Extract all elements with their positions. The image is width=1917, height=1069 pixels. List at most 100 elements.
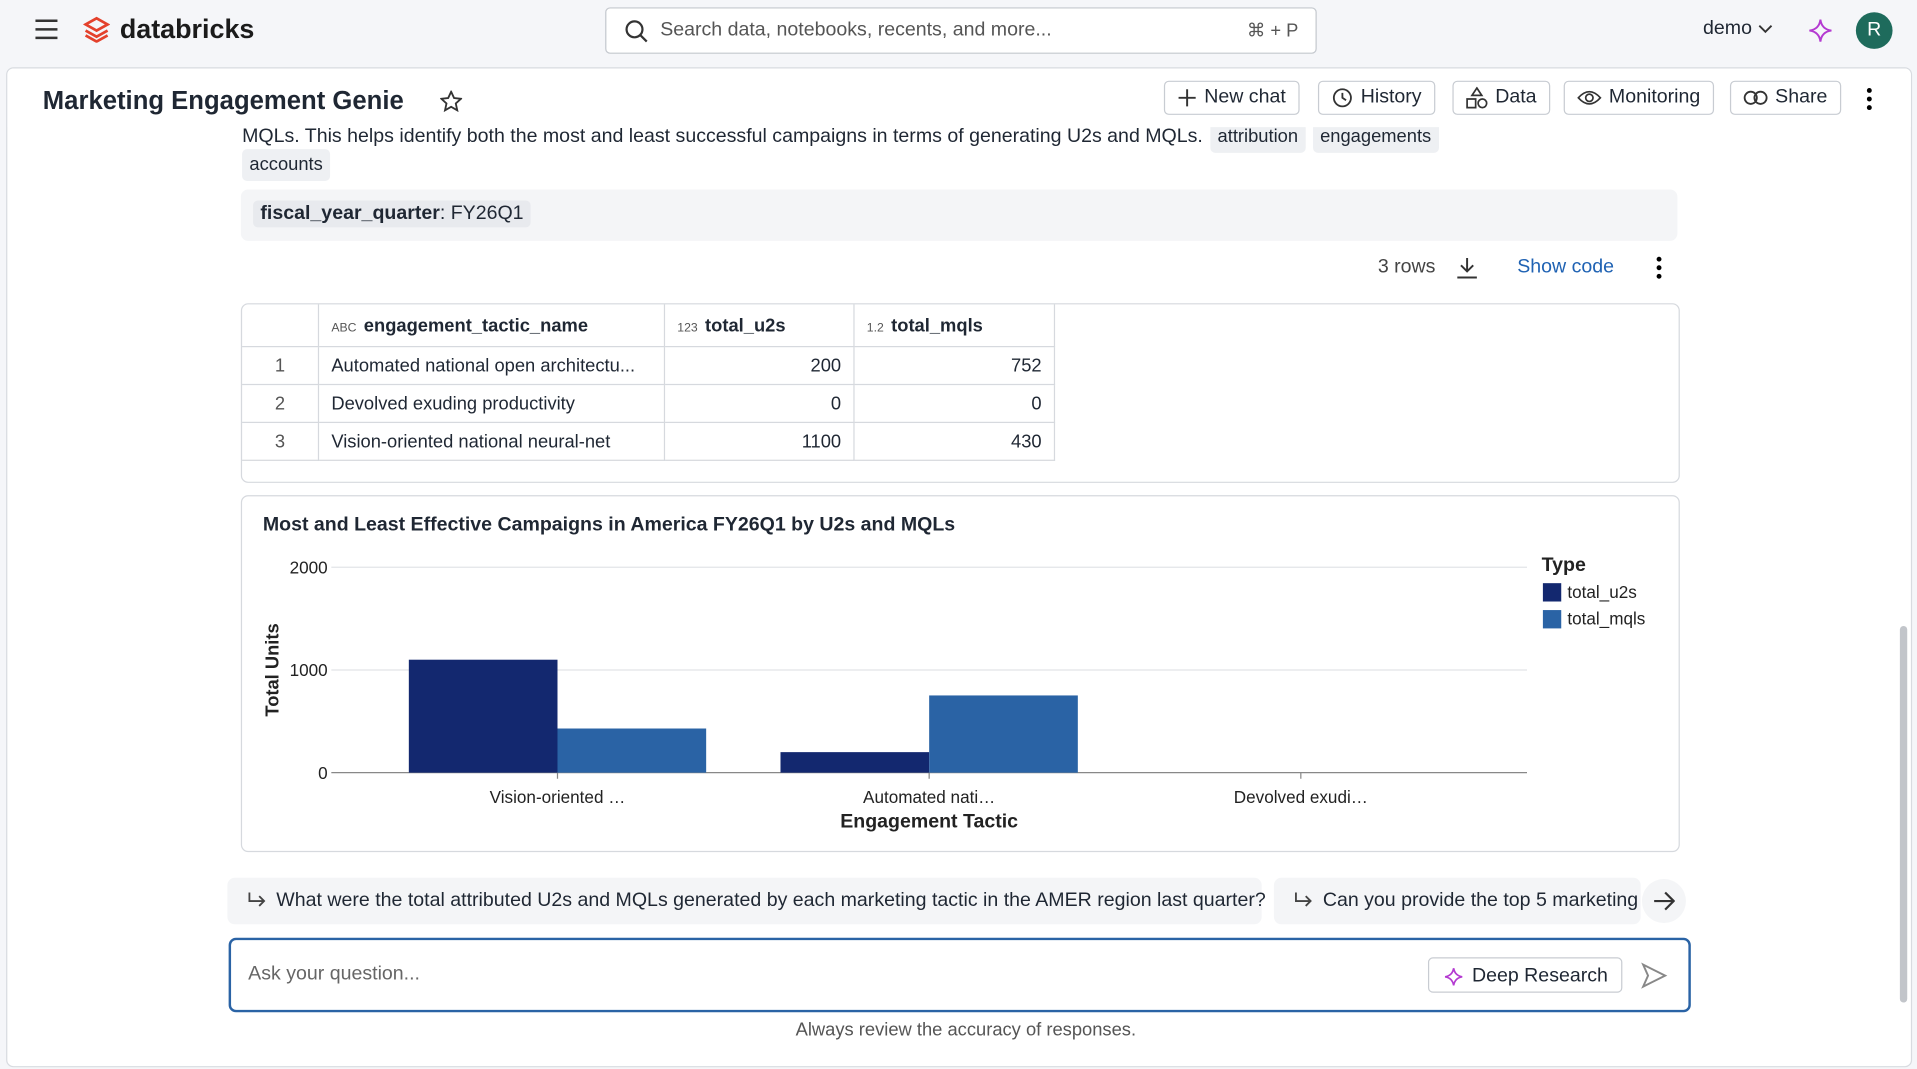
legend-label: total_mqls bbox=[1567, 610, 1645, 629]
column-header: 1.2 total_mqls bbox=[853, 304, 1056, 348]
answer-text: MQLs. This helps identify both the most … bbox=[242, 121, 1439, 153]
monitoring-button[interactable]: Monitoring bbox=[1563, 80, 1714, 115]
kebab[interactable] bbox=[1654, 256, 1664, 280]
header-row: ABC engagement_tactic_name 123 total_u2s 1.2… bbox=[242, 304, 1056, 348]
arrow-icon bbox=[1654, 891, 1675, 911]
answer-source: accounts bbox=[242, 149, 331, 181]
type-icon: ABC bbox=[331, 320, 357, 335]
column-header: 123 total_u2s bbox=[663, 304, 855, 348]
deep-research-label: Deep Research bbox=[1471, 965, 1608, 987]
legend-swatch bbox=[1542, 610, 1562, 629]
share-button[interactable]: Share bbox=[1729, 80, 1841, 115]
history-icon bbox=[1332, 88, 1352, 108]
y-tick-label: 1000 bbox=[290, 661, 328, 680]
x-tick-label: Devolved exudi… bbox=[1234, 788, 1368, 807]
scrollbar bbox=[1899, 625, 1908, 1003]
star-icon[interactable] bbox=[440, 90, 463, 113]
cell: Devolved exuding productivity bbox=[317, 383, 666, 424]
button-label: Data bbox=[1495, 86, 1537, 108]
history-button[interactable]: History bbox=[1317, 80, 1436, 115]
row-index: 3 bbox=[242, 421, 320, 461]
table-row: 2 Devolved exuding productivity 0 0 bbox=[242, 383, 1056, 424]
button-label: Monitoring bbox=[1608, 86, 1701, 108]
x-axis-label: Engagement Tactic bbox=[840, 811, 1018, 833]
legend-label: total_u2s bbox=[1567, 583, 1636, 602]
search-shortcut: ⌘ + P bbox=[1246, 20, 1299, 42]
cell: 0 bbox=[853, 383, 1056, 424]
row-count: 3 rows bbox=[1377, 256, 1436, 278]
reply-icon bbox=[248, 892, 266, 907]
disclaimer: Always review the accuracy of responses. bbox=[795, 1019, 1137, 1041]
x-tick-label: Automated nati… bbox=[863, 788, 995, 807]
button-label: Share bbox=[1775, 86, 1828, 108]
send-icon[interactable] bbox=[1641, 962, 1668, 989]
cell: Automated national open architectu... bbox=[317, 345, 666, 386]
chevron bbox=[1758, 25, 1773, 34]
filter-chip[interactable]: fiscal_year_quarter: FY26Q1 bbox=[253, 200, 531, 228]
question-input[interactable]: Ask your question... Deep Research bbox=[228, 937, 1691, 1013]
source-chip[interactable]: accounts bbox=[242, 149, 331, 181]
avatar[interactable]: R bbox=[1855, 12, 1893, 49]
suggestion-text: What were the total attributed U2s and M… bbox=[276, 890, 1266, 911]
y-tick-label: 0 bbox=[318, 764, 328, 783]
logo[interactable]: databricks bbox=[119, 13, 255, 45]
row-index: 1 bbox=[242, 345, 320, 386]
y-tick-label: 2000 bbox=[290, 558, 328, 577]
index-header bbox=[242, 304, 320, 348]
row-index: 2 bbox=[242, 383, 320, 424]
suggestion[interactable]: Can you provide the top 5 marketing tact… bbox=[1273, 877, 1641, 925]
chart: Most and Least Effective Campaigns in Am… bbox=[262, 514, 1646, 833]
bar bbox=[557, 728, 707, 773]
plus-icon bbox=[1178, 89, 1196, 107]
next-suggestions[interactable] bbox=[1641, 879, 1686, 924]
new-chat-button[interactable]: New chat bbox=[1163, 80, 1300, 115]
data-icon bbox=[1466, 86, 1488, 109]
suggestion[interactable]: What were the total attributed U2s and M… bbox=[227, 877, 1266, 925]
link-icon bbox=[1743, 90, 1768, 105]
chart-title: Most and Least Effective Campaigns in Am… bbox=[263, 514, 955, 536]
column-name: total_u2s bbox=[705, 314, 786, 336]
suggestion-text: Can you provide the top 5 marketing tact… bbox=[1322, 890, 1641, 911]
sparkle-icon bbox=[1444, 968, 1463, 986]
assistant-icon[interactable] bbox=[1808, 18, 1832, 42]
cell: 430 bbox=[853, 421, 1056, 461]
chart-card: Most and Least Effective Campaigns in Am… bbox=[240, 495, 1680, 853]
logo-icon bbox=[83, 16, 111, 43]
download-icon[interactable] bbox=[1455, 256, 1479, 280]
bar bbox=[929, 695, 1078, 773]
eye-icon bbox=[1577, 90, 1602, 105]
search-box[interactable]: Search data, notebooks, recents, and mor… bbox=[605, 7, 1317, 54]
table-row: 3 Vision-oriented national neural-net 1100… bbox=[242, 421, 1056, 461]
filter-name: fiscal_year_quarter bbox=[260, 202, 440, 224]
cell: 752 bbox=[853, 345, 1056, 386]
x-tick-label: Vision-oriented … bbox=[490, 788, 626, 807]
cell: 0 bbox=[663, 383, 855, 424]
reply-icon bbox=[1295, 892, 1312, 907]
menu-icon[interactable] bbox=[34, 18, 58, 40]
search-icon bbox=[625, 20, 648, 43]
input-placeholder: Ask your question... bbox=[248, 963, 420, 985]
workspace[interactable]: demo bbox=[1703, 18, 1752, 40]
cell: 1100 bbox=[663, 421, 855, 461]
kebab[interactable] bbox=[1864, 87, 1874, 111]
button-label: New chat bbox=[1204, 86, 1286, 108]
column-header: ABC engagement_tactic_name bbox=[317, 304, 666, 348]
column-name: engagement_tactic_name bbox=[363, 314, 589, 336]
result-table: ABC engagement_tactic_name 123 total_u2s 1.2… bbox=[242, 304, 1056, 461]
column-name: total_mqls bbox=[891, 314, 983, 336]
table-row: 1 Automated national open architectu... 20… bbox=[242, 345, 1056, 386]
filter-value: : FY26Q1 bbox=[439, 202, 524, 224]
cell: Vision-oriented national neural-net bbox=[317, 421, 666, 461]
type-icon: 1.2 bbox=[866, 320, 884, 335]
cell: 200 bbox=[663, 345, 855, 386]
bar bbox=[780, 752, 930, 773]
main-panel: MQLs. This helps identify both the most … bbox=[6, 67, 1913, 1068]
bar bbox=[408, 659, 558, 773]
data-button[interactable]: Data bbox=[1452, 80, 1550, 115]
page-title: Marketing Engagement Genie bbox=[42, 86, 404, 115]
deep-research-button[interactable]: Deep Research bbox=[1427, 957, 1623, 993]
filter-bar: fiscal_year_quarter: FY26Q1 bbox=[240, 189, 1678, 241]
show-code[interactable]: Show code bbox=[1517, 256, 1615, 278]
